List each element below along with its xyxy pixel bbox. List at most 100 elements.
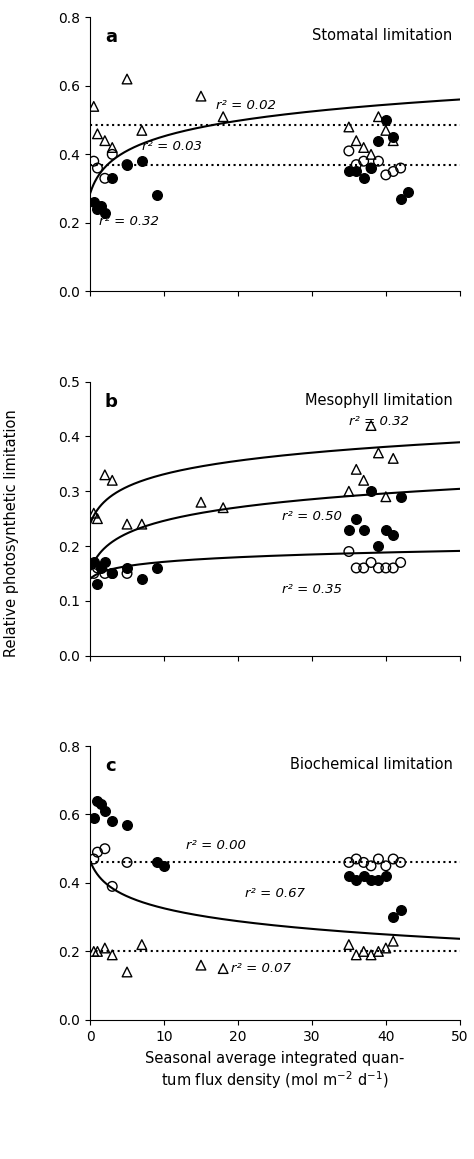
Point: [94, 942, 101, 961]
Point: [374, 850, 382, 868]
Point: [353, 870, 360, 889]
Point: [345, 162, 353, 181]
Point: [94, 510, 101, 529]
Text: r² = 0.03: r² = 0.03: [142, 139, 202, 153]
Point: [94, 575, 101, 593]
Point: [367, 482, 375, 501]
Point: [123, 155, 131, 174]
Point: [109, 564, 116, 583]
Point: [90, 194, 98, 212]
Text: r² = 0.02: r² = 0.02: [216, 99, 276, 111]
Point: [109, 877, 116, 896]
Point: [367, 145, 375, 163]
Point: [390, 559, 397, 577]
Point: [382, 559, 390, 577]
Point: [360, 471, 367, 489]
Point: [90, 152, 98, 170]
Point: [374, 131, 382, 150]
Point: [101, 203, 109, 221]
Point: [94, 124, 101, 143]
Text: Stomatal limitation: Stomatal limitation: [312, 28, 452, 43]
Point: [345, 867, 353, 885]
Point: [345, 118, 353, 137]
Point: [153, 187, 160, 205]
Point: [397, 853, 404, 872]
Point: [374, 444, 382, 462]
Point: [90, 850, 98, 868]
Point: [360, 559, 367, 577]
Point: [123, 963, 131, 982]
Point: [101, 564, 109, 583]
Point: [374, 942, 382, 961]
Point: [353, 850, 360, 868]
Point: [97, 196, 105, 214]
Text: r² = 0.35: r² = 0.35: [283, 583, 342, 597]
Point: [101, 466, 109, 484]
Point: [109, 138, 116, 156]
Point: [197, 493, 205, 511]
Point: [123, 564, 131, 583]
Point: [138, 569, 146, 588]
Point: [397, 190, 404, 209]
Point: [345, 853, 353, 872]
Point: [138, 515, 146, 533]
Point: [353, 510, 360, 529]
Point: [374, 152, 382, 170]
X-axis label: Seasonal average integrated quan-
tum flux density (mol m$^{-2}$ d$^{-1}$): Seasonal average integrated quan- tum fl…: [145, 1050, 405, 1091]
Point: [353, 460, 360, 479]
Point: [397, 488, 404, 506]
Text: r² = 0.32: r² = 0.32: [349, 415, 409, 429]
Point: [397, 159, 404, 177]
Point: [109, 145, 116, 163]
Point: [360, 152, 367, 170]
Point: [90, 504, 98, 523]
Point: [97, 795, 105, 814]
Point: [360, 867, 367, 885]
Point: [367, 159, 375, 177]
Point: [123, 816, 131, 834]
Point: [94, 559, 101, 577]
Point: [94, 792, 101, 810]
Point: [367, 159, 375, 177]
Point: [219, 960, 227, 978]
Point: [390, 450, 397, 468]
Point: [367, 553, 375, 571]
Point: [353, 559, 360, 577]
Point: [367, 870, 375, 889]
Point: [374, 108, 382, 126]
Point: [367, 416, 375, 435]
Point: [109, 471, 116, 489]
Point: [109, 946, 116, 964]
Text: Mesophyll limitation: Mesophyll limitation: [305, 393, 452, 408]
Text: Biochemical limitation: Biochemical limitation: [290, 757, 452, 772]
Point: [219, 498, 227, 517]
Point: [90, 942, 98, 961]
Point: [374, 870, 382, 889]
Point: [345, 935, 353, 954]
Point: [382, 166, 390, 184]
Point: [123, 853, 131, 872]
Point: [382, 939, 390, 957]
Point: [390, 932, 397, 950]
Point: [397, 553, 404, 571]
Point: [101, 553, 109, 571]
Point: [94, 199, 101, 218]
Point: [390, 131, 397, 150]
Point: [138, 152, 146, 170]
Point: [153, 559, 160, 577]
Point: [138, 121, 146, 139]
Text: r² = 0.67: r² = 0.67: [246, 887, 305, 901]
Point: [109, 169, 116, 188]
Point: [382, 121, 390, 139]
Text: r² = 0.07: r² = 0.07: [230, 962, 291, 976]
Point: [360, 942, 367, 961]
Point: [123, 559, 131, 577]
Point: [382, 857, 390, 875]
Point: [353, 155, 360, 174]
Text: r² = 0.32: r² = 0.32: [99, 214, 159, 228]
Point: [90, 97, 98, 116]
Point: [360, 138, 367, 156]
Point: [345, 542, 353, 561]
Point: [367, 946, 375, 964]
Text: b: b: [105, 393, 118, 410]
